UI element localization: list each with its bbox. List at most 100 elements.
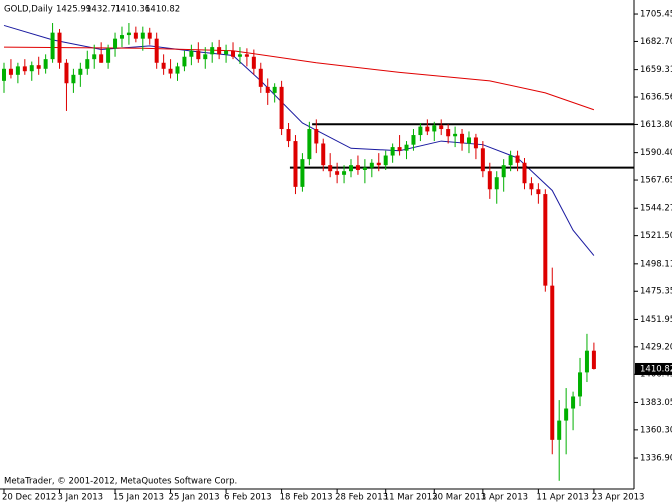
candle-body xyxy=(494,177,499,190)
candle-body xyxy=(217,47,222,55)
y-tick-label: 1360.30 xyxy=(640,425,672,435)
candle-body xyxy=(196,50,201,60)
y-tick-label: 1567.65 xyxy=(640,176,672,186)
candle-body xyxy=(147,32,152,39)
header-close: 1410.82 xyxy=(145,5,180,15)
candle-body xyxy=(43,59,48,69)
candle-body xyxy=(307,129,312,160)
candle-body xyxy=(501,165,506,178)
candle-body xyxy=(133,32,138,39)
y-tick-label: 1336.90 xyxy=(640,454,672,464)
candle-body xyxy=(189,50,194,57)
candle-body xyxy=(342,171,347,175)
x-tick-label: 23 Apr 2013 xyxy=(592,493,645,503)
candle-body xyxy=(362,167,367,170)
marks: 1705.45 1682.70 1659.31 1636.56 1613.80 1590.… xyxy=(2,10,672,503)
x-tick-label: 20 Mar 2013 xyxy=(432,493,486,503)
candle-body xyxy=(113,38,118,49)
candle-body xyxy=(237,54,242,57)
footer: MetaTrader, © 2001-2012, MetaQuotes Soft… xyxy=(4,477,237,487)
candle-body xyxy=(286,129,291,142)
candle-body xyxy=(432,125,437,132)
labels: GOLD,Daily 1425.99 1432.71 1410.36 1410.… xyxy=(4,5,237,487)
candle-body xyxy=(314,129,319,144)
header-open: 1425.99 xyxy=(56,5,91,15)
candle-body xyxy=(536,189,541,195)
candle-body xyxy=(265,86,270,93)
candle-body xyxy=(182,56,187,67)
candle-body xyxy=(300,159,305,187)
y-tick-label: 1451.95 xyxy=(640,315,672,325)
y-tick-label: 1429.20 xyxy=(640,342,672,352)
candle-body xyxy=(99,54,104,63)
x-tick-label: 1 Apr 2013 xyxy=(481,493,528,503)
candle-body xyxy=(591,350,596,369)
candle-body xyxy=(71,74,76,84)
plot-area xyxy=(0,0,634,489)
candle-body xyxy=(258,68,263,87)
candle-body xyxy=(85,59,90,69)
candle-body xyxy=(119,35,124,39)
candle-body xyxy=(251,56,256,69)
candle-body xyxy=(272,86,277,93)
candle-body xyxy=(106,48,111,63)
candle-body xyxy=(168,68,173,74)
candle-body xyxy=(460,133,465,144)
x-tick-label: 18 Feb 2013 xyxy=(280,493,333,503)
candle-body xyxy=(244,54,249,57)
candle-body xyxy=(8,68,13,75)
x-tick-label: 28 Feb 2013 xyxy=(335,493,388,503)
candle-body xyxy=(321,143,326,166)
candle-body xyxy=(487,171,492,190)
y-tick-label: 1544.27 xyxy=(640,204,672,214)
candle-body xyxy=(571,396,576,409)
candle-body xyxy=(293,141,298,187)
candle-body xyxy=(473,137,478,149)
header-low: 1410.36 xyxy=(115,5,150,15)
y-tick-label: 1475.35 xyxy=(640,287,672,297)
y-tick-label: 1682.70 xyxy=(640,37,672,47)
y-tick-label: 1613.80 xyxy=(640,120,672,130)
candle-body xyxy=(369,162,374,168)
candle-body xyxy=(36,65,41,69)
candle-body xyxy=(161,62,166,69)
candle-body xyxy=(279,86,284,130)
candle-body xyxy=(543,194,548,286)
candle-body xyxy=(522,162,527,184)
candle-body xyxy=(466,137,471,144)
candle-body xyxy=(78,68,83,75)
y-tick-label: 1659.31 xyxy=(640,65,672,75)
candle-body xyxy=(29,65,34,72)
candle-body xyxy=(557,420,562,440)
candle-body xyxy=(508,155,513,166)
candle-body xyxy=(335,171,340,175)
candle-body xyxy=(397,147,402,151)
candle-body xyxy=(446,129,451,137)
candle-body xyxy=(411,135,416,145)
candle-body xyxy=(584,350,589,373)
candle-body xyxy=(453,133,458,137)
candle-body xyxy=(425,126,430,132)
candle-body xyxy=(175,66,180,74)
candle-body xyxy=(57,32,62,63)
header-high: 1432.71 xyxy=(86,5,121,15)
y-tick-label: 1590.40 xyxy=(640,148,672,158)
candle-body xyxy=(515,155,520,163)
candle-body xyxy=(22,66,27,72)
x-tick-label: 25 Jan 2013 xyxy=(169,493,220,503)
candle-body xyxy=(328,165,333,172)
x-tick-label: 20 Dec 2012 xyxy=(2,493,56,503)
candle-body xyxy=(154,38,159,63)
candle-body xyxy=(2,68,6,81)
candle-body xyxy=(390,147,395,156)
candle-body xyxy=(210,47,215,55)
candle-body xyxy=(224,50,229,55)
y-tick-label: 1521.50 xyxy=(640,231,672,241)
candle-body xyxy=(404,144,409,151)
symbol: GOLD,Daily xyxy=(4,5,53,15)
candle-body xyxy=(529,183,534,190)
candle-body xyxy=(15,66,20,75)
candle-body xyxy=(550,285,555,440)
y-tick-label: 1498.11 xyxy=(640,259,672,269)
